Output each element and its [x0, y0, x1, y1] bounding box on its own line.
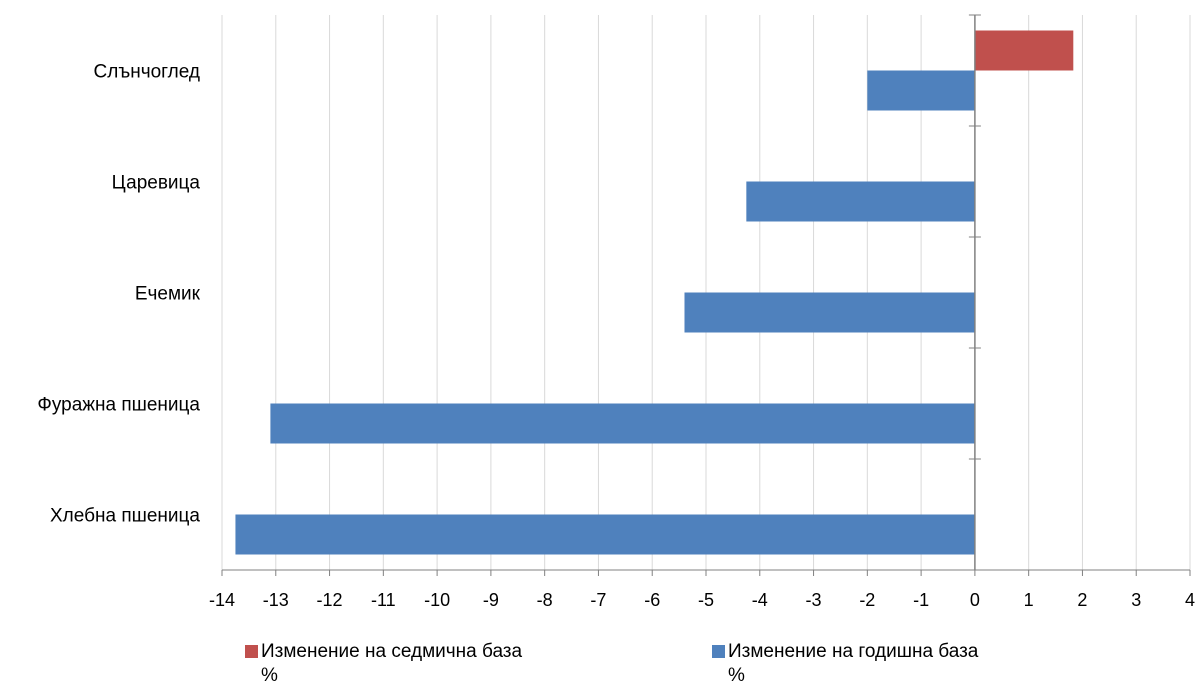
- bar-weekly: [974, 30, 1074, 71]
- x-tick-label: -3: [806, 590, 822, 610]
- x-tick-label: -14: [209, 590, 235, 610]
- x-tick-label: -1: [913, 590, 929, 610]
- category-label: Ечемик: [135, 284, 201, 305]
- x-tick-label: 2: [1077, 590, 1087, 610]
- x-tick-label: 4: [1185, 590, 1195, 610]
- legend-label-yearly: Изменение на годишна база %: [728, 641, 979, 686]
- x-tick-label: 3: [1131, 590, 1141, 610]
- legend-swatch-weekly: [245, 645, 258, 658]
- x-tick-label: -7: [590, 590, 606, 610]
- legend-swatch-yearly: [712, 645, 725, 658]
- bars: [235, 30, 1074, 555]
- x-tick-label: -4: [752, 590, 768, 610]
- legend-label-weekly: Изменение на седмична база %: [261, 641, 523, 686]
- x-tick-label: -2: [859, 590, 875, 610]
- bar-yearly: [746, 181, 975, 222]
- x-tick-label: -9: [483, 590, 499, 610]
- category-labels: Слънчоглед Царевица Ечемик Фуражна пшеница Х…: [37, 62, 200, 527]
- bar-yearly: [684, 292, 975, 333]
- x-tick-label: 0: [970, 590, 980, 610]
- x-tick-label: -10: [424, 590, 450, 610]
- bar-yearly: [867, 70, 975, 111]
- category-label: Хлебна пшеница: [50, 506, 200, 527]
- bar-yearly: [270, 403, 975, 444]
- x-tick-label: -6: [644, 590, 660, 610]
- x-tick-label: 1: [1024, 590, 1034, 610]
- axes: [221, 14, 1191, 576]
- x-tick-label: -13: [263, 590, 289, 610]
- bar-yearly: [235, 514, 975, 555]
- x-tick-label: -11: [371, 590, 396, 610]
- x-tick-label: -8: [537, 590, 553, 610]
- category-label: Слънчоглед: [94, 62, 200, 83]
- category-label: Фуражна пшеница: [37, 395, 200, 416]
- x-tick-labels: -14 -13 -12 -11 -10 -9 -8 -7 -6 -5 -4 -3 -2 -1 0 1 2 3 4: [209, 590, 1195, 610]
- x-tick-label: -12: [317, 590, 343, 610]
- category-label: Царевица: [112, 173, 201, 194]
- x-tick-label: -5: [698, 590, 714, 610]
